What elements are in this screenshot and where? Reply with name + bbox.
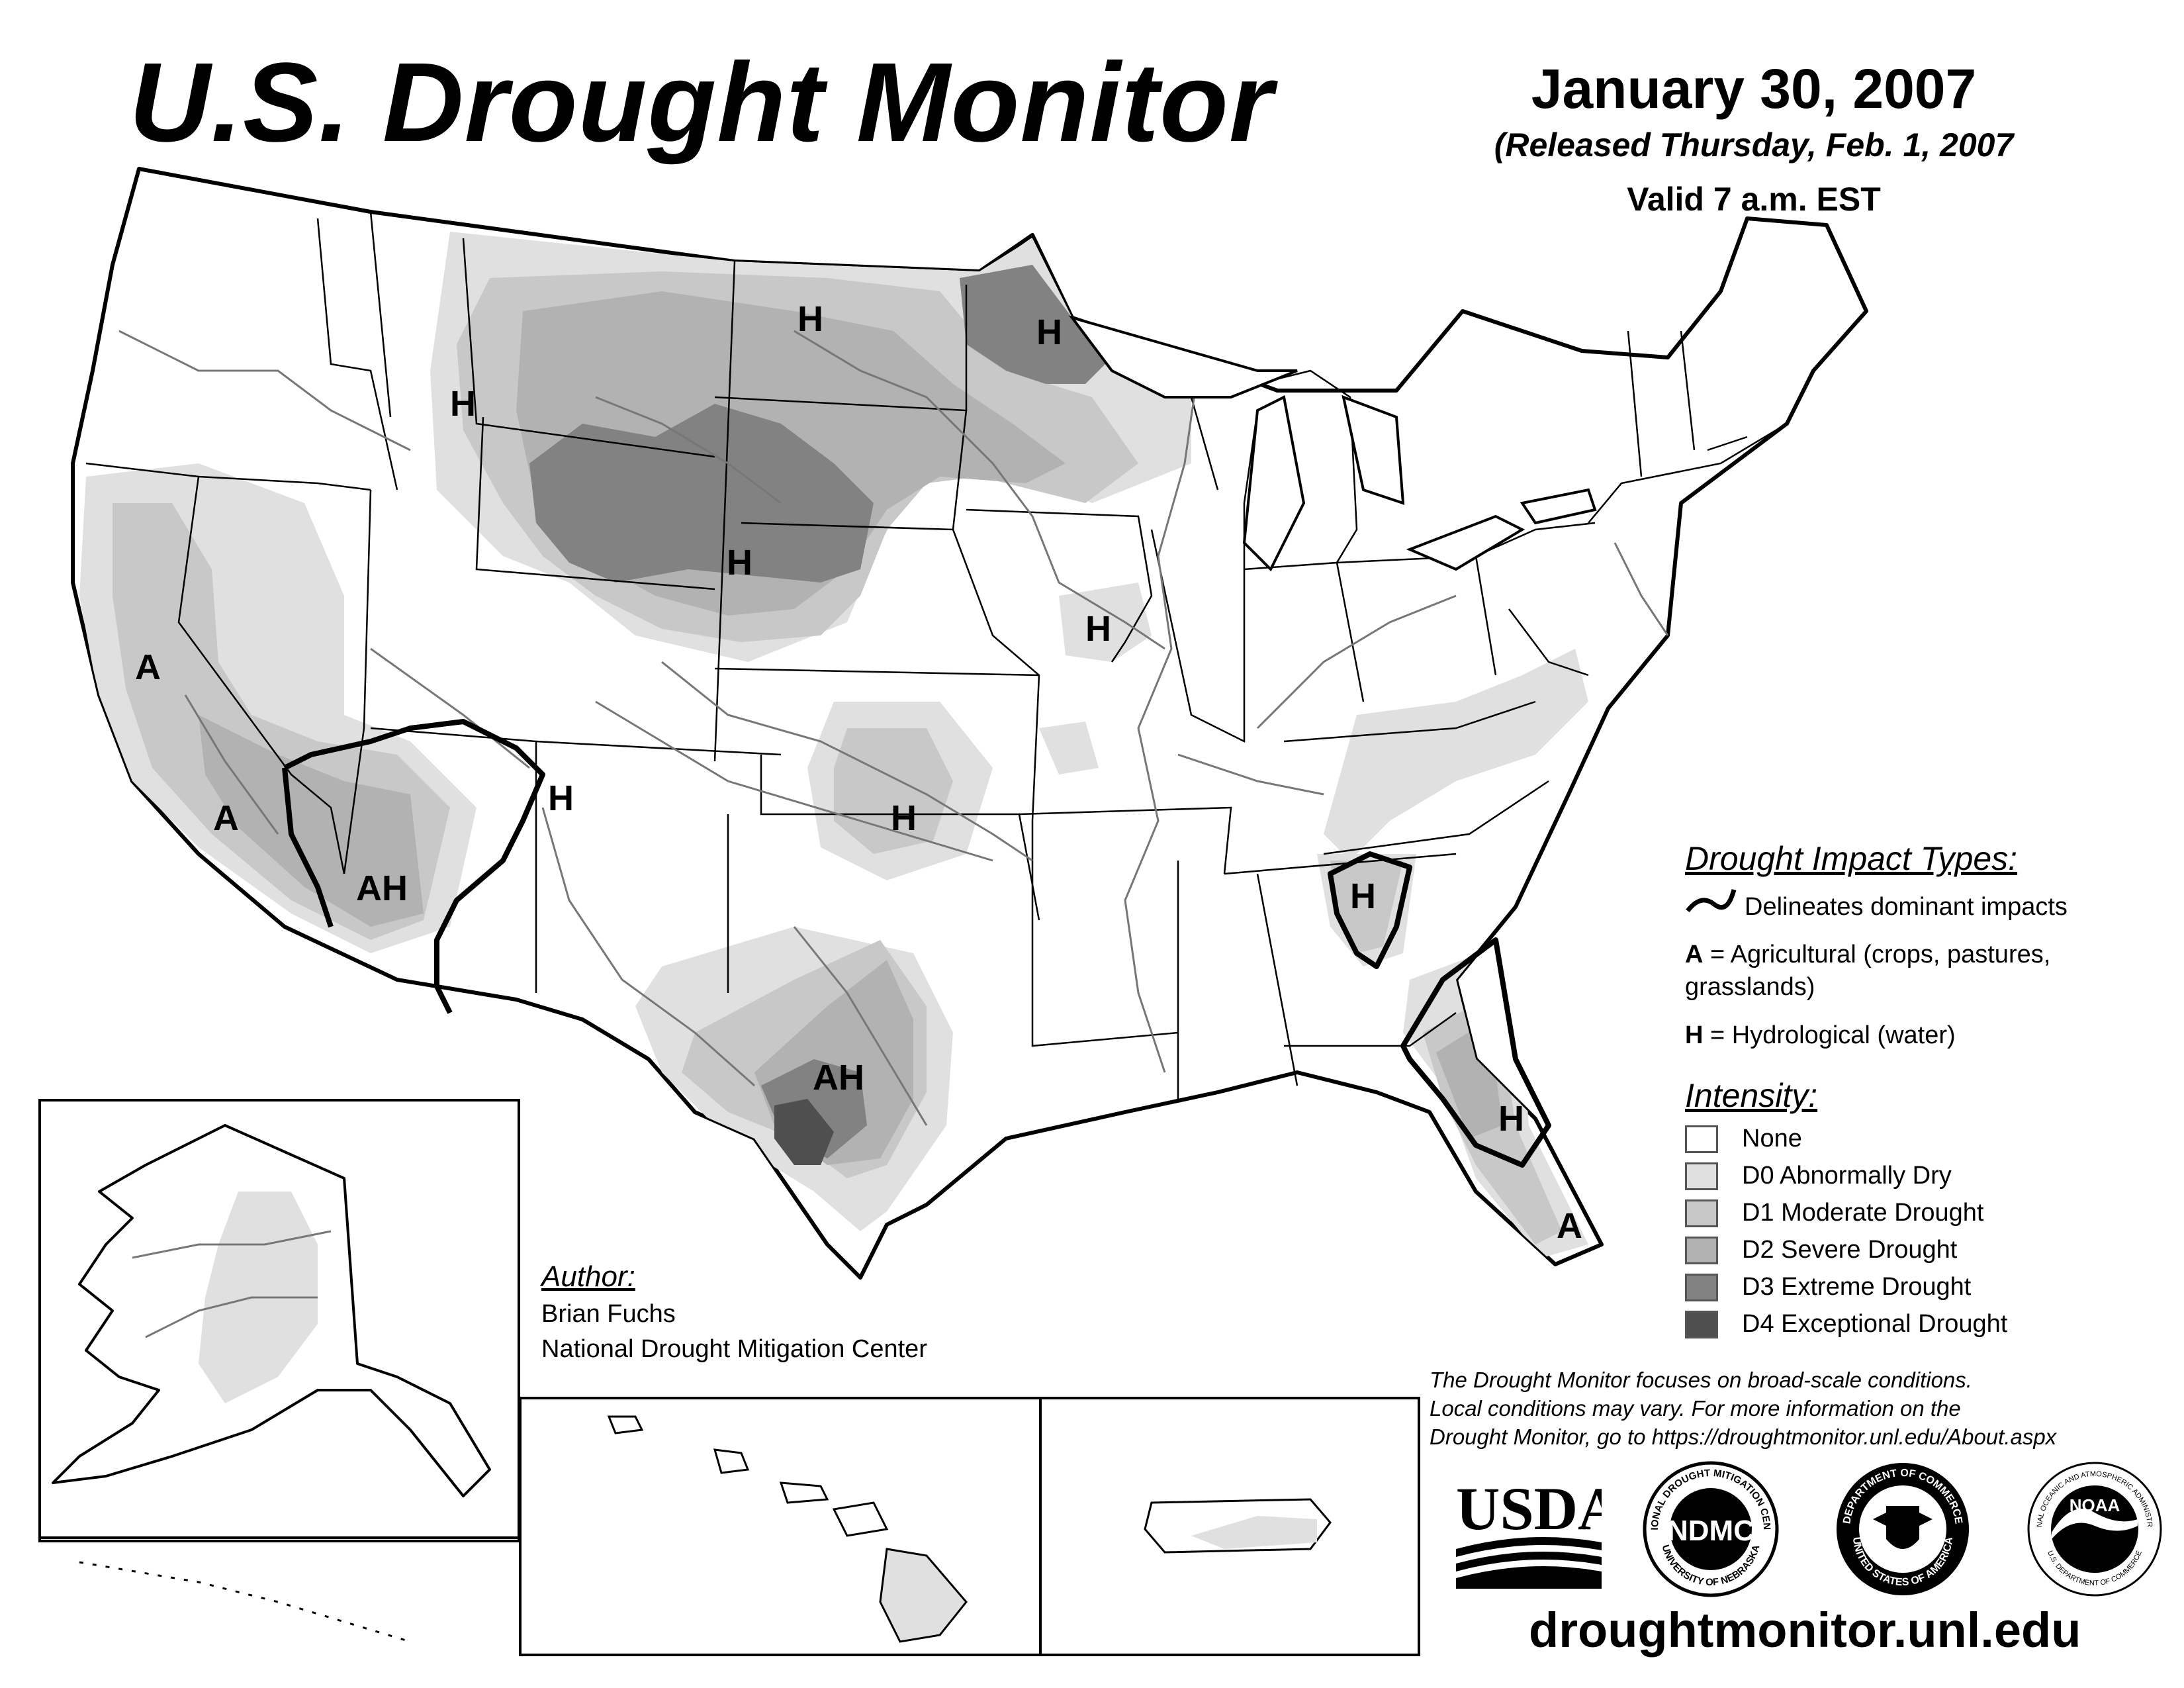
usda-logo: USDA bbox=[1456, 1476, 1602, 1589]
impact-delineations bbox=[282, 719, 1551, 1168]
map-title: U.S. Drought Monitor bbox=[129, 40, 1274, 165]
label-h-north-dakota: H bbox=[797, 299, 823, 339]
intensity-item-none: None bbox=[1685, 1123, 1802, 1156]
label-h-florida: H bbox=[1498, 1099, 1524, 1139]
noaa-logo: NATIONAL OCEANIC AND ATMOSPHERIC ADMINIS… bbox=[2025, 1460, 2162, 1597]
swatch-d2 bbox=[1685, 1237, 1718, 1264]
label-ah-texas: AH bbox=[813, 1058, 864, 1098]
label-h-minnesota: H bbox=[1036, 312, 1062, 352]
intensity-item-d2: D2 Severe Drought bbox=[1685, 1234, 1957, 1267]
impact-line-desc: Delineates dominant impacts bbox=[1745, 893, 2068, 921]
label-a-florida-south: A bbox=[1557, 1206, 1582, 1246]
intensity-item-d3: D3 Extreme Drought bbox=[1685, 1271, 1971, 1304]
map-letter-labels: H H H H H A A H AH H AH H H A bbox=[135, 299, 1582, 1246]
label-a-california-north: A bbox=[135, 647, 161, 687]
author-block: Author: Brian Fuchs National Drought Mit… bbox=[541, 1260, 927, 1364]
label-h-nebraska: H bbox=[727, 543, 752, 583]
impact-line-sample bbox=[1686, 889, 1737, 913]
swatch-d1 bbox=[1685, 1199, 1718, 1227]
impact-h-desc: = Hydrological (water) bbox=[1703, 1021, 1956, 1049]
label-h-idaho: H bbox=[450, 384, 476, 424]
label-h-iowa: H bbox=[1085, 609, 1111, 649]
puerto-rico-inset bbox=[1039, 1397, 1420, 1656]
disclaimer: The Drought Monitor focuses on broad-sca… bbox=[1430, 1366, 2171, 1452]
impact-a-desc: = Agricultural (crops, pastures, grassla… bbox=[1685, 941, 2051, 1002]
disclaimer-line: The Drought Monitor focuses on broad-sca… bbox=[1430, 1368, 1972, 1392]
label-a-california-south: A bbox=[213, 798, 239, 838]
noaa-logo-text: NOAA bbox=[2070, 1495, 2120, 1515]
intensity-label: D0 Abnormally Dry bbox=[1742, 1162, 1952, 1190]
great-lakes bbox=[1068, 315, 1597, 572]
valid-time: Valid 7 a.m. EST bbox=[1627, 181, 1881, 218]
impact-a-code: A bbox=[1685, 941, 1704, 968]
label-ah-arizona: AH bbox=[356, 868, 408, 908]
map-date: January 30, 2007 bbox=[1531, 58, 1977, 120]
release-date: (Released Thursday, Feb. 1, 2007 bbox=[1494, 126, 2014, 164]
hawaii-inset bbox=[519, 1397, 1042, 1656]
intensity-item-d0: D0 Abnormally Dry bbox=[1685, 1160, 1952, 1193]
ndmc-logo: NATIONAL DROUGHT MITIGATION CENTER UNIVE… bbox=[1641, 1460, 1779, 1597]
swatch-d4 bbox=[1685, 1311, 1718, 1338]
impact-agricultural: A = Agricultural (crops, pastures, grass… bbox=[1685, 939, 2148, 1004]
intensity-label: D1 Moderate Drought bbox=[1742, 1199, 1984, 1227]
ndmc-logo-text: NDMC bbox=[1667, 1515, 1754, 1547]
label-h-georgia: H bbox=[1350, 876, 1376, 916]
author-label: Author: bbox=[541, 1260, 635, 1293]
intensity-label: D2 Severe Drought bbox=[1742, 1236, 1958, 1264]
doc-seal: DEPARTMENT OF COMMERCE UNITED STATES OF … bbox=[1837, 1463, 1969, 1595]
noaa-bird-icon bbox=[2052, 1509, 2138, 1539]
eagle-shield-icon bbox=[1886, 1506, 1919, 1549]
swatch-none bbox=[1685, 1125, 1718, 1153]
intensity-label: D4 Exceptional Drought bbox=[1742, 1310, 2008, 1338]
usda-logo-text: USDA bbox=[1456, 1476, 1602, 1542]
footer-url[interactable]: droughtmonitor.unl.edu bbox=[1529, 1603, 2081, 1658]
impact-legend-title: Drought Impact Types: bbox=[1685, 840, 2018, 877]
intensity-label: D3 Extreme Drought bbox=[1742, 1273, 1972, 1301]
label-h-colorado: H bbox=[548, 778, 574, 818]
swatch-d0 bbox=[1685, 1162, 1718, 1190]
intensity-label: None bbox=[1742, 1125, 1802, 1153]
impact-h-code: H bbox=[1685, 1021, 1704, 1049]
disclaimer-line: Drought Monitor, go to https://droughtmo… bbox=[1430, 1424, 2057, 1449]
label-h-oklahoma: H bbox=[891, 798, 917, 838]
intensity-item-d4: D4 Exceptional Drought bbox=[1685, 1308, 2007, 1341]
date-block: January 30, 2007 (Released Thursday, Feb… bbox=[1443, 60, 2065, 218]
intensity-item-d1: D1 Moderate Drought bbox=[1685, 1197, 1983, 1230]
swatch-d3 bbox=[1685, 1274, 1718, 1301]
impact-hydrological: H = Hydrological (water) bbox=[1685, 1019, 1956, 1052]
author-name: Brian Fuchs bbox=[541, 1300, 676, 1328]
state-boundaries bbox=[85, 211, 1788, 1099]
alaska-inset bbox=[38, 1099, 520, 1643]
disclaimer-line: Local conditions may vary. For more info… bbox=[1430, 1395, 1961, 1421]
intensity-legend-title: Intensity: bbox=[1685, 1077, 1818, 1114]
rivers bbox=[118, 330, 1669, 1126]
author-org: National Drought Mitigation Center bbox=[541, 1335, 927, 1363]
